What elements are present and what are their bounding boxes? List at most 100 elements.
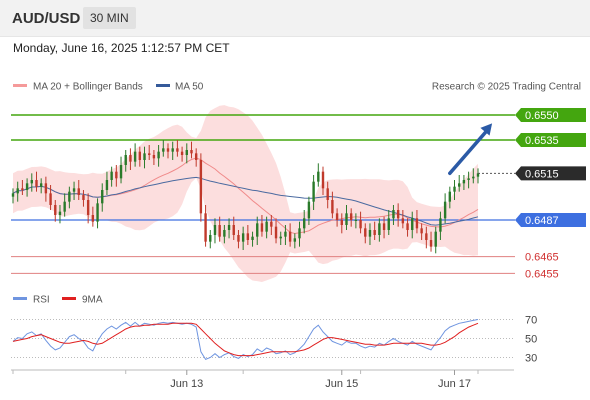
candle-body — [16, 188, 19, 194]
candle-body — [274, 226, 278, 239]
bollinger-band — [13, 105, 478, 282]
candle-body — [199, 160, 203, 214]
rsi-tick-70: 70 — [525, 315, 537, 327]
x-axis-ticks: Jun 13 Jun 15 Jun 17 — [12, 370, 479, 390]
legend-label-ma50: MA 50 — [175, 82, 204, 93]
candle-body — [335, 213, 339, 220]
candle-body — [49, 193, 52, 205]
candle-body — [392, 210, 395, 219]
candle-body — [86, 200, 90, 215]
candle-body — [298, 228, 301, 239]
candle-body — [307, 201, 311, 219]
candle-body — [467, 178, 470, 180]
current-price-badge — [515, 166, 586, 181]
candle-body — [209, 235, 212, 242]
candle-body — [105, 180, 109, 190]
candle-body — [472, 176, 475, 179]
candle-body — [25, 183, 29, 190]
candle-body — [39, 183, 43, 187]
candle-body — [448, 191, 452, 202]
candle-body — [82, 195, 85, 200]
candle-body — [260, 223, 264, 232]
candle-body — [162, 148, 165, 152]
candle-body — [232, 225, 235, 235]
candle-body — [458, 183, 461, 187]
candle-body — [429, 240, 433, 247]
candle-body — [152, 155, 156, 159]
x-tick-label: Jun 15 — [325, 378, 358, 390]
candle-body — [157, 151, 160, 159]
candle-body — [354, 220, 358, 221]
level-0.6487-badge — [515, 213, 586, 227]
candle-body — [317, 171, 320, 182]
candle-body — [44, 183, 48, 194]
candle-body — [96, 203, 99, 222]
candle-body — [68, 191, 71, 202]
candle-body — [303, 218, 306, 229]
level-0.6550-badge — [515, 108, 586, 122]
candle-body — [331, 200, 334, 214]
candle-body — [213, 225, 217, 235]
rsi-ma-line — [12, 322, 479, 357]
candle-body — [293, 238, 297, 242]
candle-body — [180, 151, 184, 155]
candle-body — [35, 180, 38, 187]
candle-body — [411, 218, 414, 230]
candle-body — [382, 223, 386, 230]
candle-body — [415, 218, 419, 229]
candle-body — [401, 218, 405, 224]
candle-body — [129, 155, 132, 162]
candle-body — [256, 223, 259, 237]
candle-body — [284, 231, 287, 237]
candle-body — [30, 180, 33, 184]
candle-body — [54, 205, 57, 215]
candle-body — [101, 190, 104, 204]
x-tick-label: Jun 13 — [170, 378, 203, 390]
legend-swatch-ma20 — [13, 84, 27, 87]
candle-body — [462, 180, 466, 184]
level-0.6550-label: 0.6550 — [525, 110, 559, 122]
legend-swatch-9ma — [62, 297, 76, 300]
rsi-line — [12, 319, 479, 361]
candle-body — [443, 201, 447, 219]
x-tick-label: Jun 17 — [438, 378, 471, 390]
candle-body — [349, 213, 353, 220]
candle-body — [345, 213, 348, 225]
candle-body — [321, 171, 325, 189]
candle-body — [72, 188, 76, 192]
candle-body — [364, 228, 367, 237]
symbol-title: AUD/USD — [12, 10, 81, 27]
candle-body — [77, 188, 80, 195]
candle-body — [124, 155, 127, 165]
level-0.6487-label: 0.6487 — [525, 215, 559, 227]
candle-body — [246, 233, 250, 240]
rsi-tick-50: 50 — [525, 334, 537, 346]
candle-body — [420, 228, 423, 234]
candle-body — [406, 223, 409, 230]
candle-body — [115, 171, 118, 179]
candle-body — [434, 231, 437, 247]
chart-header: AUD/USD 30 MIN — [0, 0, 590, 37]
rsi-chart: 70 50 30 — [11, 315, 537, 365]
legend-swatch-rsi — [13, 297, 27, 300]
candle-body — [171, 148, 174, 152]
level-0.6465-label: 0.6465 — [525, 252, 559, 264]
candle-body — [63, 201, 66, 212]
candle-body — [251, 236, 254, 240]
candle-body — [453, 186, 456, 192]
forecast-arrow — [448, 127, 490, 176]
candle-body — [265, 221, 268, 232]
legend-swatch-ma50 — [156, 84, 170, 87]
candle-body — [270, 221, 273, 227]
watermark: Research © 2025 Trading Central — [432, 82, 581, 93]
candle-body — [110, 171, 113, 180]
ma50-line — [12, 176, 479, 226]
forecast-arrow-head — [480, 123, 493, 136]
candle-body — [312, 181, 315, 202]
candle-body — [373, 230, 376, 235]
candle-body — [396, 210, 400, 219]
candle-body — [218, 225, 221, 237]
timeframe-button[interactable]: 30 MIN — [83, 7, 136, 29]
candle-body — [237, 235, 240, 242]
